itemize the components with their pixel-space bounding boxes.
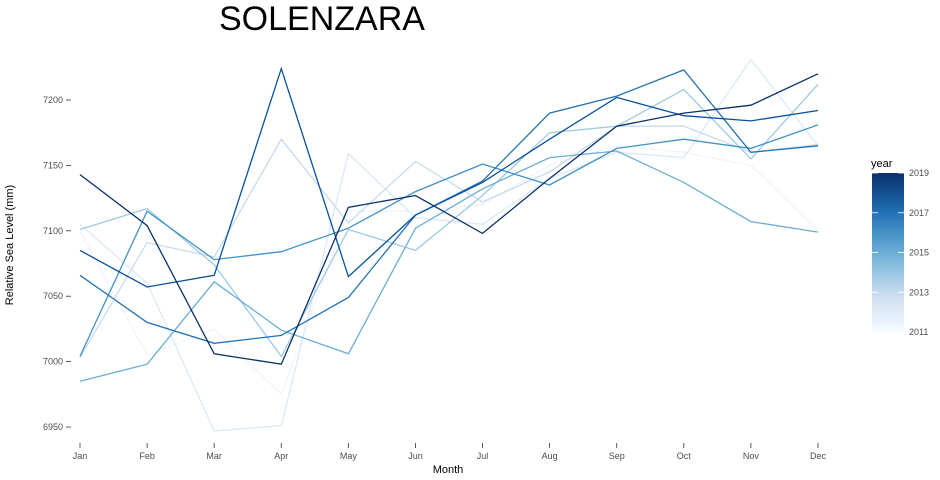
x-tick-label: Jul [477, 451, 489, 461]
y-axis-ticks: 6950 7000 7050 7100 7150 7200 [43, 95, 71, 432]
y-axis-title: Relative Sea Level (mm) [4, 185, 16, 305]
y-tick-label: 6950 [43, 422, 63, 432]
x-tick-label: Aug [542, 451, 558, 461]
colorbar-ticks: 2011 2013 2015 2017 2019 [872, 168, 929, 337]
colorbar-tick-label: 2017 [909, 208, 929, 218]
chart-title: SOLENZARA [219, 0, 425, 38]
series-line-2016 [79, 124, 819, 357]
series-layer [79, 58, 819, 432]
x-axis-title: Month [433, 464, 464, 476]
colorbar-tick-label: 2013 [909, 287, 929, 297]
series-line-2014 [79, 83, 819, 358]
colorbar-tick-label: 2019 [909, 168, 929, 178]
x-tick-label: Mar [206, 451, 222, 461]
x-tick-label: Apr [274, 451, 288, 461]
series-line-2018 [79, 66, 819, 288]
x-tick-label: May [340, 451, 358, 461]
series-line-2019 [79, 73, 819, 365]
legend-title: year [871, 158, 893, 170]
y-tick-label: 7150 [43, 160, 63, 170]
colorbar-tick-label: 2015 [909, 248, 929, 258]
series-line-2015 [79, 150, 819, 382]
x-tick-label: Feb [139, 451, 155, 461]
x-tick-label: Oct [677, 451, 692, 461]
x-tick-label: Jan [73, 451, 88, 461]
x-tick-label: Nov [743, 451, 760, 461]
x-tick-label: Dec [810, 451, 827, 461]
series-line-2011 [79, 145, 819, 396]
y-tick-label: 7100 [43, 226, 63, 236]
x-tick-label: Sep [609, 451, 625, 461]
x-tick-label: Jun [408, 451, 423, 461]
y-tick-label: 7050 [43, 291, 63, 301]
y-tick-label: 7200 [43, 95, 63, 105]
y-tick-label: 7000 [43, 357, 63, 367]
year-colorbar-legend: year 2011 2013 2015 2017 2019 [871, 158, 929, 337]
x-axis-ticks: Jan Feb Mar Apr May Jun Jul Aug Sep Oct Nov Dec [73, 443, 827, 461]
colorbar-tick-label: 2011 [909, 327, 928, 337]
